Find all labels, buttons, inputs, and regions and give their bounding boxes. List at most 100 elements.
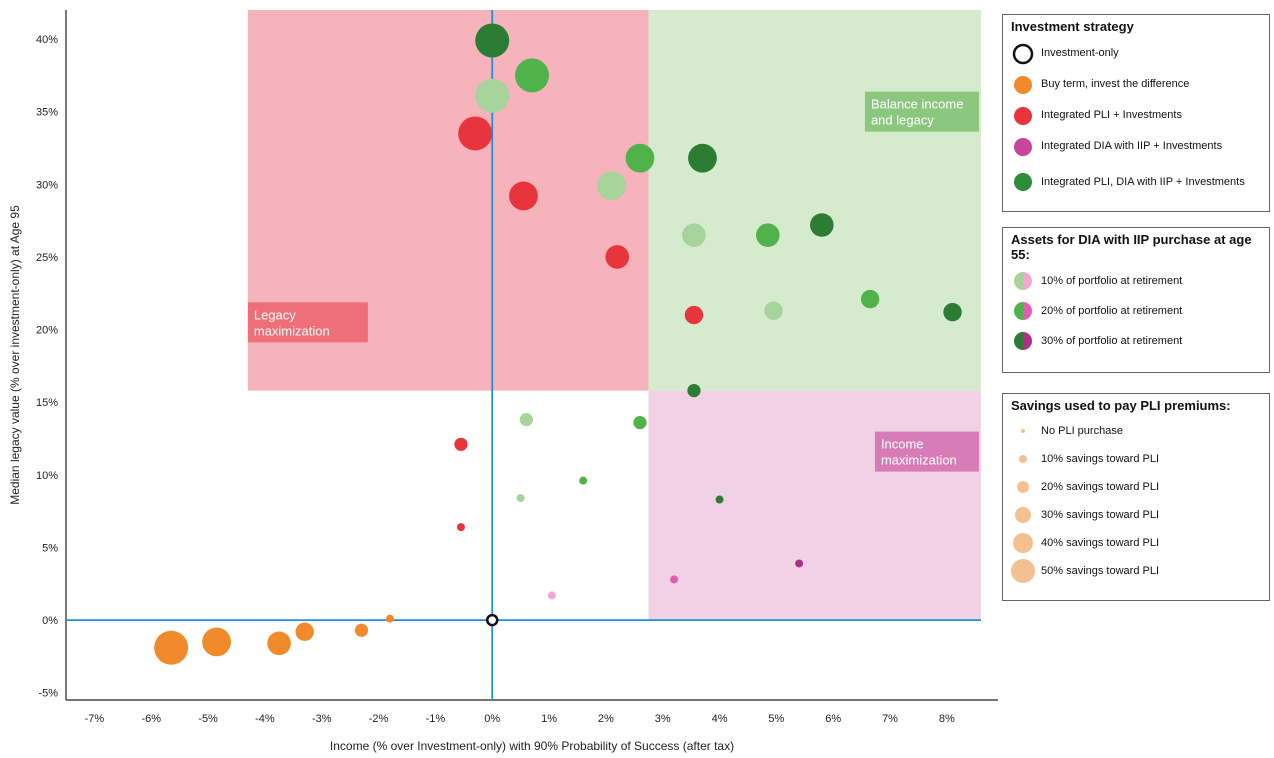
x-tick-label: 8% xyxy=(939,713,955,725)
legend-item: 10% savings toward PLI xyxy=(1011,445,1269,473)
zone-label: Legacy maximization xyxy=(254,307,330,338)
data-point xyxy=(547,591,556,600)
legend-title: Savings used to pay PLI premiums: xyxy=(1011,398,1231,413)
data-point xyxy=(454,437,468,451)
legend-swatch xyxy=(1011,74,1035,96)
legend-item: Integrated DIA with IIP + Investments xyxy=(1011,131,1269,162)
data-point xyxy=(579,476,588,485)
legend-title: Investment strategy xyxy=(1011,19,1134,34)
x-tick-label: 1% xyxy=(541,713,557,725)
zone-label-box xyxy=(247,302,368,343)
reference-axes xyxy=(66,10,981,700)
data-point xyxy=(519,413,533,427)
legend-label: 40% savings toward PLI xyxy=(1041,536,1160,549)
zone-label: Income maximization xyxy=(881,437,957,468)
data-point xyxy=(516,494,525,503)
legend-item: 10% of portfolio at retirement xyxy=(1011,266,1269,296)
data-point xyxy=(509,181,538,211)
legend-label: Integrated PLI + Investments xyxy=(1041,109,1182,121)
legend-item: No PLI purchase xyxy=(1011,417,1269,445)
x-tick-label: -1% xyxy=(426,713,446,725)
legend-swatch xyxy=(1011,531,1035,555)
legend-item: Investment-only xyxy=(1011,38,1269,69)
data-point xyxy=(154,630,189,665)
legend-label: Buy term, invest the difference xyxy=(1041,78,1190,90)
y-tick-label: 35% xyxy=(36,107,58,119)
legend-item: 30% of portfolio at retirement xyxy=(1011,326,1269,356)
data-point xyxy=(715,495,724,504)
data-point xyxy=(756,223,780,247)
x-tick-label: 6% xyxy=(825,713,841,725)
data-point xyxy=(456,523,465,532)
data-point xyxy=(597,171,626,201)
x-tick-label: -5% xyxy=(198,713,218,725)
data-point xyxy=(475,78,510,113)
legend-item: Buy term, invest the difference xyxy=(1011,69,1269,100)
legend-label: No PLI purchase xyxy=(1041,424,1123,437)
legend-item: 30% savings toward PLI xyxy=(1011,501,1269,529)
x-tick-label: 5% xyxy=(768,713,784,725)
y-tick-label: 40% xyxy=(36,34,58,46)
legend-label: 10% of portfolio at retirement xyxy=(1041,274,1183,287)
legend-swatch xyxy=(1011,136,1035,158)
x-axis-title: Income (% over Investment-only) with 90%… xyxy=(330,739,734,753)
legend-savings-pli: Savings used to pay PLI premiums: No PLI… xyxy=(1002,393,1270,601)
x-tick-label: -7% xyxy=(85,713,105,725)
legend-item: 50% savings toward PLI xyxy=(1011,557,1269,585)
y-axis-title: Median legacy value (% over investment-o… xyxy=(8,205,22,505)
zone-label-box xyxy=(874,431,979,472)
data-point xyxy=(810,213,834,237)
y-tick-label: -5% xyxy=(38,688,58,700)
x-tick-label: 3% xyxy=(655,713,671,725)
legend-label: 20% of portfolio at retirement xyxy=(1041,304,1183,317)
legend-swatch xyxy=(1011,270,1035,292)
data-point xyxy=(688,143,717,173)
data-point xyxy=(605,245,630,269)
legend-swatch xyxy=(1011,300,1035,322)
legend-title: Assets for DIA with IIP purchase at age … xyxy=(1011,232,1252,262)
y-tick-label: 15% xyxy=(36,397,58,409)
y-tick-label: 10% xyxy=(36,470,58,482)
legend-label: Investment-only xyxy=(1041,47,1119,59)
legend-item: Integrated PLI, DIA with IIP + Investmen… xyxy=(1011,162,1269,202)
y-tick-label: 0% xyxy=(42,615,58,627)
y-tick-label: 25% xyxy=(36,252,58,264)
x-tick-label: 0% xyxy=(484,713,500,725)
legend-label: 30% of portfolio at retirement xyxy=(1041,334,1183,347)
data-point xyxy=(485,613,499,627)
data-point xyxy=(684,305,704,325)
legend-label: 30% savings toward PLI xyxy=(1041,508,1160,521)
zone-labels: Legacy maximization Balance income and lega… xyxy=(247,91,979,472)
legend-item: 20% of portfolio at retirement xyxy=(1011,296,1269,326)
y-tick-label: 20% xyxy=(36,325,58,337)
legend-item: 20% savings toward PLI xyxy=(1011,473,1269,501)
x-tick-label: -4% xyxy=(255,713,275,725)
data-point xyxy=(860,289,880,309)
y-tick-label: 5% xyxy=(42,542,58,554)
data-point xyxy=(267,631,291,656)
legend-swatch xyxy=(1011,419,1035,443)
legend-swatch xyxy=(1011,475,1035,499)
data-point xyxy=(385,614,394,623)
data-points xyxy=(154,23,962,665)
legend-investment-strategy: Investment strategy Investment-only Buy t… xyxy=(1002,14,1270,212)
data-point xyxy=(354,623,369,637)
x-tick-label: -3% xyxy=(312,713,332,725)
zone-region xyxy=(648,390,981,621)
plot-frame xyxy=(65,10,998,701)
legend-swatch xyxy=(1011,171,1035,193)
data-point xyxy=(475,23,510,58)
data-point xyxy=(687,383,701,398)
legend-label: 20% savings toward PLI xyxy=(1041,480,1160,493)
legend-label: 50% savings toward PLI xyxy=(1041,564,1160,577)
x-tick-label: 2% xyxy=(598,713,614,725)
legend-item: 40% savings toward PLI xyxy=(1011,529,1269,557)
legend-swatch xyxy=(1011,330,1035,352)
data-point xyxy=(515,58,549,93)
data-point xyxy=(795,559,804,568)
x-tick-label: 7% xyxy=(882,713,898,725)
legend-swatch xyxy=(1011,559,1035,583)
legend-swatch xyxy=(1011,503,1035,527)
legend-label: 10% savings toward PLI xyxy=(1041,452,1160,465)
y-tick-label: 30% xyxy=(36,179,58,191)
